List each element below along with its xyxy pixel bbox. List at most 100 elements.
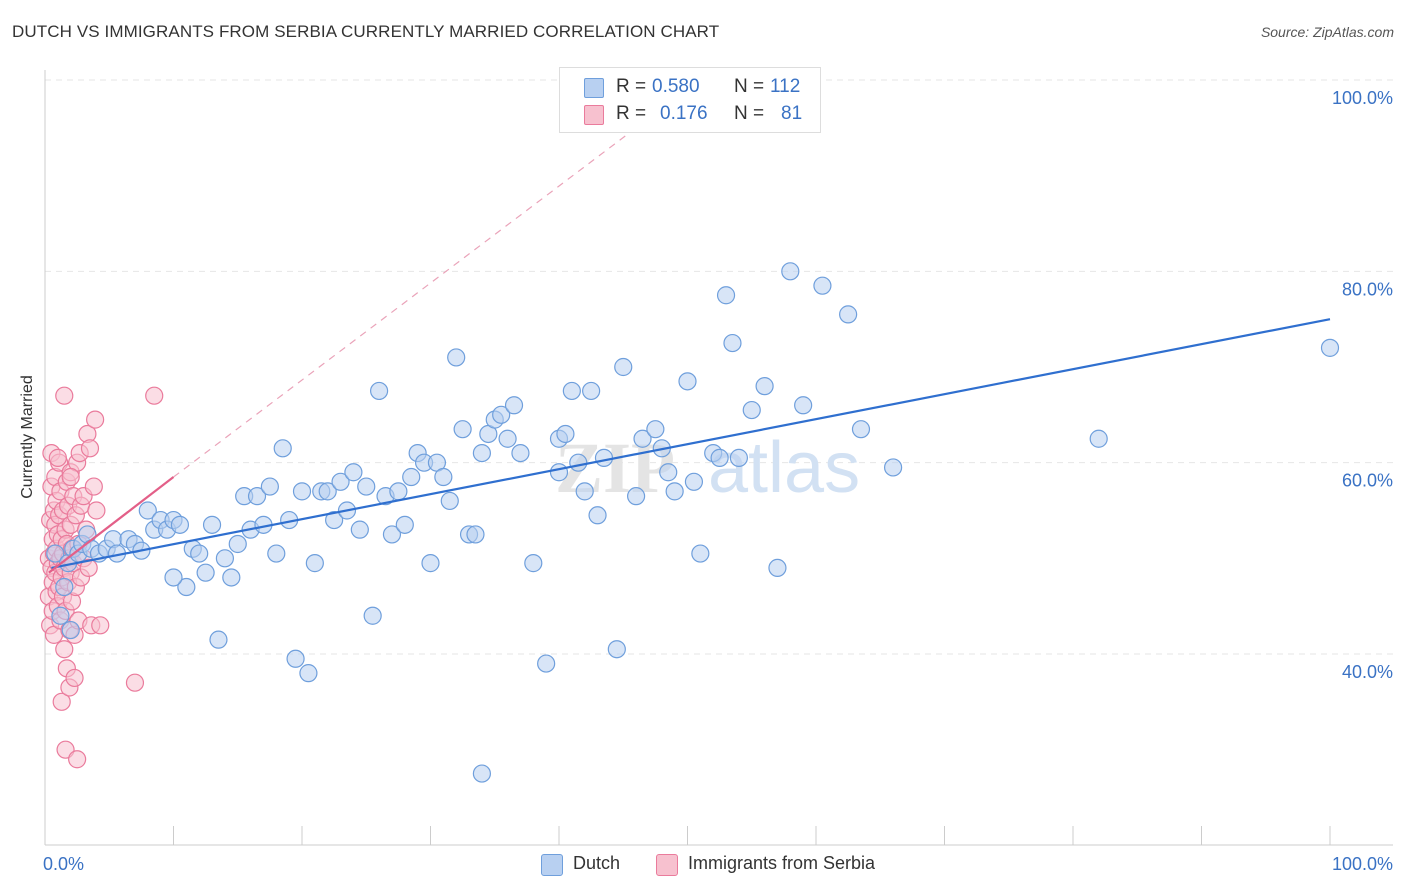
dutch-point [247,487,267,506]
dutch-point [286,649,305,668]
dutch-point [665,482,684,501]
legend-n-label: N = [734,103,765,124]
legend-n-value: 81 [781,103,803,124]
dutch-point [723,333,742,353]
dutch-point [222,568,241,587]
dutch-point [363,606,382,625]
dutch-point [646,420,665,439]
dutch-point [781,262,800,281]
serbia-point [65,668,84,688]
dutch-point [228,534,247,554]
dutch-point [659,463,678,482]
dutch-points [46,262,1340,783]
legend-n-value: 112 [770,76,801,97]
dutch-point [273,439,292,458]
serbia-point [86,410,105,429]
legend-r-value: 0.176 [660,103,708,124]
dutch-point [472,444,491,463]
dutch-point [190,544,209,563]
dutch-point [138,501,157,520]
serbia-point [55,386,74,405]
dutch-swatch [584,78,604,98]
dutch-point [357,477,376,496]
dutch-point [492,405,511,424]
serbia-point [68,750,87,769]
y-tick-label: 100.0% [1332,88,1393,108]
tick-labels: 40.0% 60.0% 80.0% 100.0% 0.0% 100.0% [43,88,1393,874]
serbia-point [91,616,110,635]
legend-r-label: R = [616,76,647,97]
dutch-point [729,448,749,467]
gridlines [45,79,1393,655]
dutch-point [344,463,363,482]
dutch-point [588,506,607,525]
dutch-point [549,463,569,482]
dutch-point [742,400,761,420]
serbia-point [61,467,80,487]
x-tick-label: 100.0% [1332,854,1393,874]
dutch-point [710,448,729,467]
dutch-point [883,458,903,477]
correlation-legend: R = 0.580 N = 112 R = 0.176 N = 81 [559,67,821,133]
dutch-point [626,487,646,506]
dutch-point [46,544,65,563]
dutch-point [556,424,575,444]
dutch-point [755,377,774,396]
dutch-point [768,558,787,578]
serbia-swatch [656,854,678,876]
legend-r-value: 0.580 [652,76,700,97]
dutch-point [325,510,344,530]
serbia-point [87,501,106,520]
serbia-point [145,386,164,405]
dutch-point [177,577,196,597]
dutch-point [260,477,279,496]
dutch-point [196,563,215,582]
dutch-point [350,520,369,539]
serbia-point [79,558,98,578]
dutch-point [716,286,736,305]
y-tick-label: 60.0% [1342,471,1393,491]
source-label: Source: ZipAtlas.com [1260,24,1394,40]
dutch-point [511,444,530,463]
dutch-point [170,515,190,534]
legend-n-label: N = [734,76,765,97]
dutch-point [582,381,601,401]
dutch-point [402,467,421,487]
dutch-point [569,453,588,472]
legend-r-label: R = [616,103,647,124]
bottom-legend-serbia-label: Immigrants from Serbia [688,853,876,873]
serbia-point [52,692,71,711]
dutch-point [370,381,389,401]
dutch-point [434,467,453,487]
dutch-point [51,606,70,625]
chart-title: DUTCH VS IMMIGRANTS FROM SERBIA CURRENTL… [12,22,720,41]
serbia-point [55,640,74,659]
serbia-trendline-extension [173,127,637,478]
dutch-point [331,472,350,491]
dutch-point [202,515,222,534]
serbia-point [84,477,103,496]
dutch-point [299,664,318,683]
dutch-point [678,372,697,391]
serbia-swatch [584,105,604,125]
watermark-atlas: atlas [708,428,860,508]
dutch-point [440,491,459,511]
dutch-point [839,305,858,324]
dutch-point [594,448,614,467]
dutch-point [1320,338,1340,357]
dutch-point [164,568,183,587]
dutch-point [466,525,485,544]
dutch-point [305,554,324,573]
dutch-point [395,515,414,534]
dutch-point [633,429,652,448]
dutch-point [614,357,633,377]
dutch-swatch [541,854,563,876]
dutch-point [61,620,80,640]
dutch-point [813,276,832,295]
dutch-point [318,482,337,501]
dutch-point [209,630,228,649]
trendlines [48,127,1331,574]
serbia-points [39,386,164,769]
dutch-point [382,525,402,544]
